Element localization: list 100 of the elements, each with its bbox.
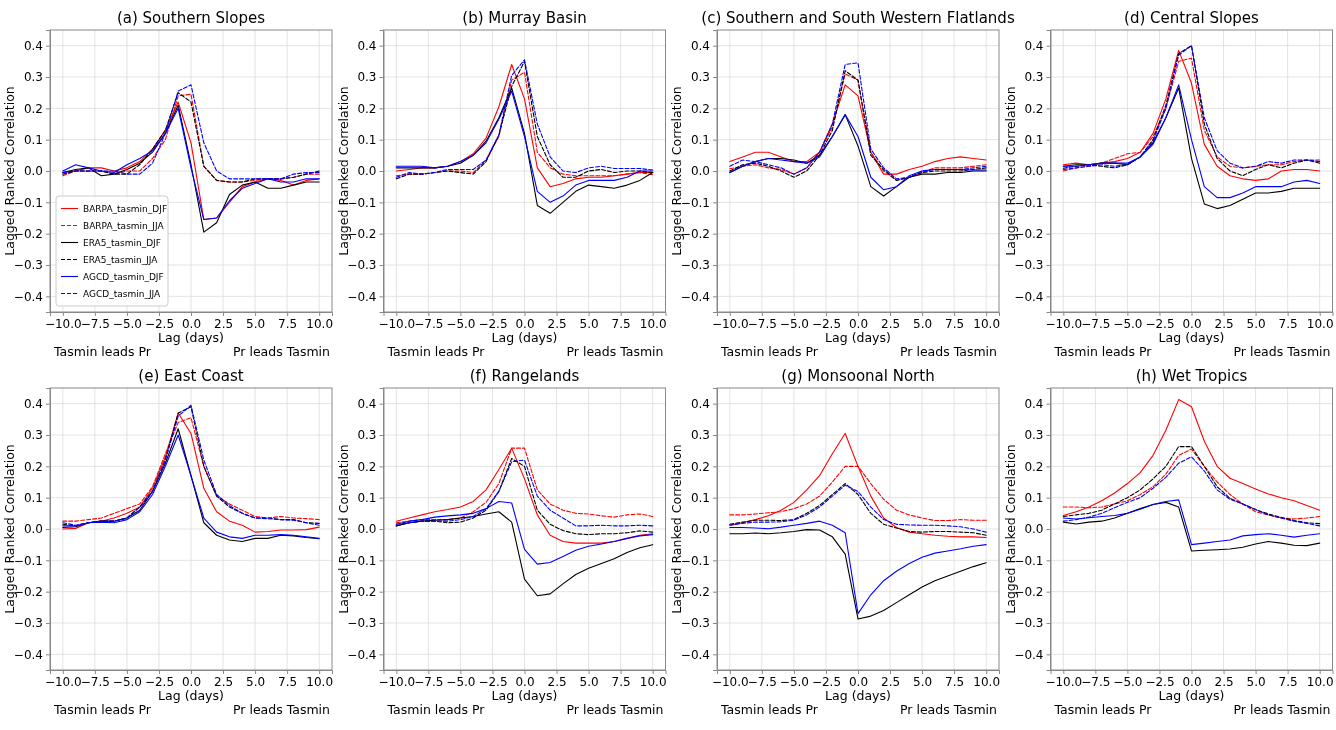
x-tick-label: 2.5 (214, 674, 234, 689)
x-tick-label: −2.5 (811, 316, 842, 331)
x-tick-label: −10.0 (44, 674, 82, 689)
x-tick-label: 10.0 (1306, 316, 1334, 331)
x-axis-title: Lag (days) (491, 688, 558, 703)
x-tick-label: −10.0 (378, 674, 416, 689)
x-tick-label: 10.0 (639, 674, 667, 689)
text: Tasmin leads Pr (53, 344, 152, 359)
x-tick-label: −5.0 (446, 316, 476, 331)
x-tick-label: 0.0 (181, 316, 202, 331)
y-tick-label: 0.2 (690, 459, 710, 474)
x-tick-label: −5.0 (112, 316, 142, 331)
x-tick-label: −10.0 (711, 674, 749, 689)
x-tick-label: 7.5 (611, 674, 631, 689)
legend-label: ERA5_tasmin_DJF (83, 237, 161, 248)
y-tick-label: 0.1 (357, 133, 377, 148)
y-tick-label: 0.0 (1024, 522, 1044, 537)
x-tick-label: −2.5 (144, 316, 175, 331)
x-tick-label: 5.0 (1246, 316, 1266, 331)
x-axis-title: Lag (days) (158, 688, 224, 703)
y-tick-label: −0.3 (1014, 616, 1044, 631)
x-tick-label: 2.5 (214, 316, 234, 331)
y-tick-label: 0.0 (690, 522, 710, 537)
y-tick-label: 0.3 (690, 428, 710, 443)
x-tick-label: 7.5 (1278, 674, 1298, 689)
y-tick-label: 0.4 (690, 39, 710, 54)
y-tick-label: 0.1 (1024, 133, 1044, 148)
legend-label: ERA5_tasmin_JJA (83, 254, 159, 265)
y-tick-label: 0.4 (1024, 397, 1044, 412)
y-tick-label: 0.0 (23, 164, 43, 179)
x-tick-label: 10.0 (973, 316, 1001, 331)
y-tick-label: 0.2 (1024, 101, 1044, 116)
y-tick-label: 0.2 (1024, 459, 1044, 474)
text: Tasmin leads Pr (1053, 344, 1153, 359)
x-tick-label: 5.0 (246, 674, 266, 689)
y-tick-label: 0.3 (23, 70, 43, 85)
x-axis-title: Lag (days) (825, 330, 891, 345)
y-tick-label: −0.4 (1014, 647, 1044, 662)
text: Pr leads Tasmin (900, 702, 997, 717)
y-tick-label: −0.1 (1014, 195, 1044, 210)
x-tick-label: −10.0 (378, 316, 416, 331)
x-tick-label: −2.5 (811, 674, 842, 689)
legend-label: BARPA_tasmin_DJF (83, 203, 168, 214)
chart-title: (b) Murray Basin (462, 9, 587, 27)
x-tick-label: −2.5 (1145, 316, 1175, 331)
x-tick-label: −7.5 (747, 674, 777, 689)
text: Pr leads Tasmin (1233, 344, 1331, 359)
y-tick-label: −0.1 (13, 553, 43, 568)
y-tick-label: −0.1 (680, 553, 710, 568)
y-tick-label: −0.4 (13, 289, 43, 304)
legend-label: AGCD_tasmin_JJA (83, 288, 162, 299)
x-axis-title: Lag (days) (491, 330, 558, 345)
x-tick-label: 7.5 (945, 316, 965, 331)
y-tick-label: 0.0 (690, 164, 710, 179)
y-tick-label: 0.4 (690, 397, 710, 412)
y-tick-label: −0.3 (347, 258, 377, 273)
y-tick-label: 0.2 (23, 101, 43, 116)
y-tick-label: −0.3 (1014, 258, 1044, 273)
x-tick-label: 10.0 (306, 316, 334, 331)
x-tick-label: −5.0 (1113, 674, 1143, 689)
x-tick-label: −7.5 (1081, 316, 1111, 331)
x-tick-label: −10.0 (1045, 674, 1083, 689)
chart-title: (f) Rangelands (469, 367, 580, 385)
y-tick-label: −0.3 (680, 258, 710, 273)
line-series (1062, 501, 1321, 552)
x-tick-label: −5.0 (1113, 316, 1143, 331)
x-tick-label: −10.0 (711, 316, 749, 331)
x-tick-label: 0.0 (848, 674, 869, 689)
x-tick-label: −5.0 (112, 674, 142, 689)
y-tick-label: −0.4 (13, 647, 43, 662)
y-tick-label: 0.2 (690, 101, 710, 116)
y-tick-label: −0.3 (13, 258, 43, 273)
legend-label: BARPA_tasmin_JJA (83, 220, 165, 231)
chart-title: (e) East Coast (138, 367, 244, 385)
chart-title: (a) Southern Slopes (116, 9, 266, 27)
y-tick-label: 0.4 (357, 397, 377, 412)
x-axis-title: Lag (days) (825, 688, 891, 703)
y-tick-label: −0.3 (680, 616, 710, 631)
x-tick-label: 2.5 (547, 674, 567, 689)
y-tick-label: 0.0 (23, 522, 43, 537)
y-tick-label: 0.4 (23, 397, 43, 412)
x-tick-label: −7.5 (1081, 674, 1111, 689)
x-tick-label: −7.5 (414, 674, 444, 689)
y-tick-label: 0.2 (357, 101, 377, 116)
y-tick-label: 0.0 (357, 164, 377, 179)
y-tick-label: 0.3 (690, 70, 710, 85)
text: Pr leads Tasmin (233, 702, 330, 717)
x-tick-label: 2.5 (1214, 674, 1234, 689)
y-tick-label: −0.1 (680, 195, 710, 210)
chart-title: (g) Monsoonal North (781, 367, 935, 385)
x-axis-title: Lag (days) (1158, 688, 1225, 703)
y-tick-label: 0.4 (23, 39, 43, 54)
text: Tasmin leads Pr (386, 702, 486, 717)
x-tick-label: −10.0 (44, 316, 82, 331)
y-tick-label: 0.1 (690, 133, 710, 148)
x-tick-label: −2.5 (144, 674, 175, 689)
legend-label: AGCD_tasmin_DJF (83, 271, 164, 282)
x-tick-label: 0.0 (515, 674, 535, 689)
y-tick-label: −0.1 (347, 195, 377, 210)
text: Pr leads Tasmin (233, 344, 330, 359)
